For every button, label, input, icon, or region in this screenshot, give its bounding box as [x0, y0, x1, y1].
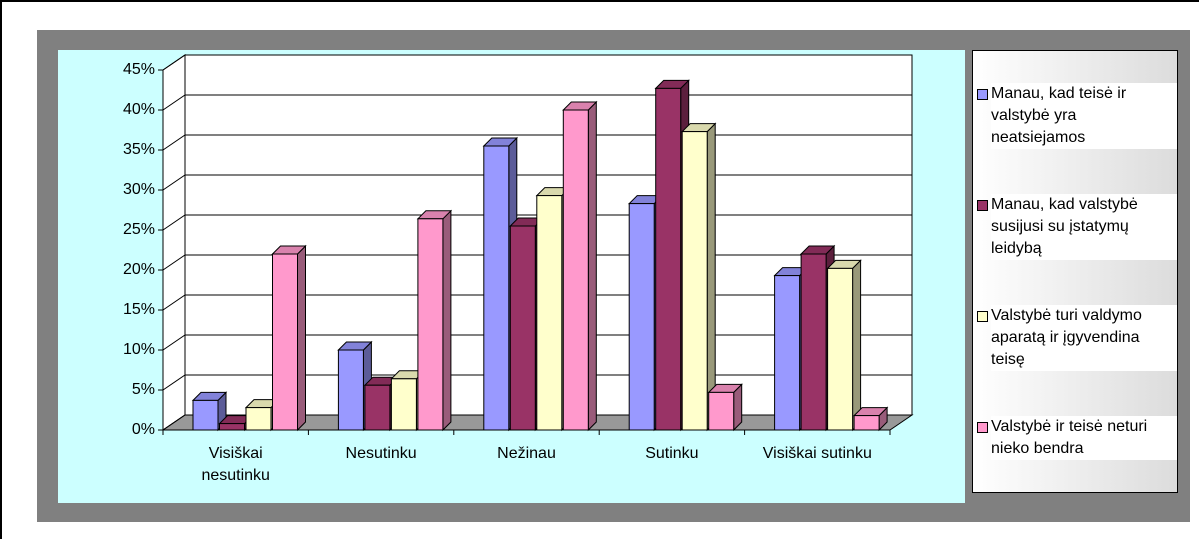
y-tick-label: 30% [123, 181, 155, 198]
x-tick-label: Visiškai nesutinku [201, 445, 270, 484]
bar-front [800, 253, 827, 431]
bar-front [536, 195, 563, 431]
bar [680, 122, 717, 432]
bar-front [562, 109, 589, 431]
y-tick-label: 35% [123, 141, 155, 158]
x-tick-label: Sutinku [645, 445, 699, 462]
bar-front [708, 391, 735, 431]
bar-front [827, 267, 854, 431]
legend-label: Valstybė ir teisė neturi nieko bendra [991, 415, 1177, 460]
left-wall [162, 54, 186, 431]
y-tick-label: 15% [123, 301, 155, 318]
bar-front [853, 415, 880, 431]
bar-front [681, 131, 708, 431]
legend-entry: Manau, kad valstybė susijusi su įstatymų… [973, 194, 1177, 261]
bar [852, 406, 889, 432]
bar-side [442, 209, 452, 432]
legend-swatch [977, 310, 988, 322]
y-tick-label: 40% [123, 101, 155, 118]
bar [826, 259, 862, 432]
legend-swatch [977, 89, 988, 101]
bar [562, 100, 598, 432]
bar-front [245, 407, 272, 431]
bar-side [587, 100, 597, 432]
bar-front [417, 218, 444, 431]
bar-front [655, 87, 682, 431]
bar-side [852, 259, 862, 432]
bar-front [337, 349, 364, 431]
y-tick-label: 45% [123, 61, 155, 78]
bar-front [364, 384, 391, 431]
bar-side [706, 122, 716, 432]
bar-front [483, 145, 510, 431]
bar-front [272, 253, 298, 431]
bar-front [390, 378, 417, 431]
legend-label: Manau, kad valstybė susijusi su įstatymų… [991, 194, 1177, 261]
x-tick-label: Nežinau [497, 445, 556, 462]
bar [416, 209, 453, 432]
legend: Manau, kad teisė ir valstybė yra neatsie… [972, 50, 1178, 493]
y-tick-label: 5% [132, 381, 155, 398]
bar [191, 391, 228, 432]
bar-front [509, 225, 536, 431]
y-tick-label: 20% [123, 261, 155, 278]
bar-front [219, 423, 245, 431]
legend-label: Valstybė turi valdymo aparatą ir įgyvend… [991, 304, 1177, 371]
legend-entry: Valstybė turi valdymo aparatą ir įgyvend… [973, 304, 1177, 371]
legend-swatch [977, 200, 988, 212]
legend-entry: Valstybė ir teisė neturi nieko bendra [973, 415, 1177, 460]
x-tick-label: Nesutinku [345, 445, 417, 462]
bar-front [192, 399, 219, 431]
bar-side [297, 244, 306, 432]
y-tick-label: 10% [123, 341, 155, 358]
y-tick-label: 25% [123, 221, 155, 238]
bar [707, 383, 743, 432]
legend-swatch [977, 421, 988, 433]
bar [271, 244, 307, 432]
legend-entry: Manau, kad teisė ir valstybė yra neatsie… [973, 83, 1177, 150]
bar-front [628, 203, 655, 431]
x-tick-label: Visiškai sutinku [762, 445, 872, 462]
grid-line [162, 54, 912, 71]
legend-label: Manau, kad teisė ir valstybė yra neatsie… [991, 83, 1177, 150]
bar-front [774, 275, 801, 431]
y-tick-label: 0% [132, 421, 155, 438]
